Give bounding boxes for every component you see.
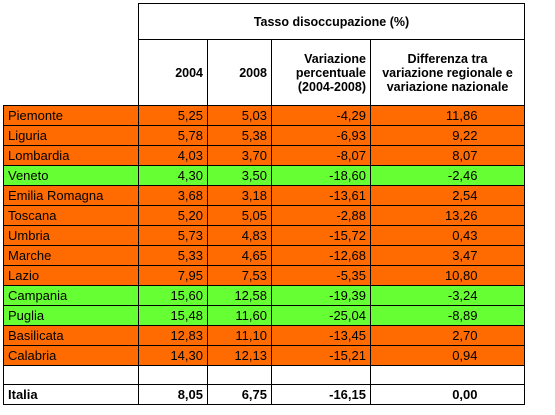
col-header-2004: 2004 [138, 39, 208, 106]
total-variation: -16,15 [271, 384, 371, 405]
table-row: Emilia Romagna 3,68 3,18 -13,61 2,54 [3, 185, 525, 206]
cell-2008: 4,83 [207, 225, 272, 246]
cell-2004: 3,68 [138, 185, 208, 206]
cell-2004: 5,25 [138, 105, 208, 126]
cell-2004: 14,30 [138, 345, 208, 366]
cell-2004: 5,78 [138, 125, 208, 146]
cell-region: Puglia [3, 305, 139, 326]
cell-region: Calabria [3, 345, 139, 366]
cell-region: Piemonte [3, 105, 139, 126]
cell-difference: 0,43 [370, 225, 525, 246]
cell-region: Liguria [3, 125, 139, 146]
table-row: Umbria 5,73 4,83 -15,72 0,43 [3, 225, 525, 246]
cell-difference: 11,86 [370, 105, 525, 126]
total-region: Italia [3, 384, 139, 405]
cell-variation: -15,72 [271, 225, 371, 246]
cell-variation: -8,07 [271, 145, 371, 166]
cell-difference: 10,80 [370, 265, 525, 286]
cell-variation: -4,29 [271, 105, 371, 126]
cell-variation: -12,68 [271, 245, 371, 266]
col-header-variation: Variazione percentuale (2004-2008) [271, 39, 371, 106]
total-2004: 8,05 [138, 384, 208, 405]
cell-2008: 3,70 [207, 145, 272, 166]
header-blank-cell [3, 3, 139, 106]
cell-2008: 11,60 [207, 305, 272, 326]
total-2008: 6,75 [207, 384, 272, 405]
cell-2008: 3,50 [207, 165, 272, 186]
header-row-group: Tasso disoccupazione (%) [3, 3, 525, 106]
cell-region: Toscana [3, 205, 139, 226]
cell-difference: 13,26 [370, 205, 525, 226]
cell-region: Emilia Romagna [3, 185, 139, 206]
cell-region: Umbria [3, 225, 139, 246]
cell-difference: 2,70 [370, 325, 525, 346]
cell-2008: 4,65 [207, 245, 272, 266]
cell-2008: 12,58 [207, 285, 272, 306]
cell-difference: -2,46 [370, 165, 525, 186]
cell-2004: 15,48 [138, 305, 208, 326]
total-difference: 0,00 [370, 384, 525, 405]
cell-region: Basilicata [3, 325, 139, 346]
table-row: Liguria 5,78 5,38 -6,93 9,22 [3, 125, 525, 146]
table-row: Lombardia 4,03 3,70 -8,07 8,07 [3, 145, 525, 166]
cell-difference: 8,07 [370, 145, 525, 166]
cell-region: Lazio [3, 265, 139, 286]
cell-difference: 0,94 [370, 345, 525, 366]
cell-2004: 15,60 [138, 285, 208, 306]
cell-2004: 5,20 [138, 205, 208, 226]
table-row: Puglia 15,48 11,60 -25,04 -8,89 [3, 305, 525, 326]
cell-variation: -25,04 [271, 305, 371, 326]
table-row: Marche 5,33 4,65 -12,68 3,47 [3, 245, 525, 266]
cell-2004: 12,83 [138, 325, 208, 346]
cell-2008: 12,13 [207, 345, 272, 366]
cell-2004: 5,73 [138, 225, 208, 246]
col-header-difference: Differenza tra variazione regionale e va… [370, 39, 525, 106]
cell-region: Campania [3, 285, 139, 306]
col-header-2008: 2008 [207, 39, 272, 106]
cell-difference: -3,24 [370, 285, 525, 306]
table-row: Basilicata 12,83 11,10 -13,45 2,70 [3, 325, 525, 346]
table-row: Veneto 4,30 3,50 -18,60 -2,46 [3, 165, 525, 186]
cell-difference: -8,89 [370, 305, 525, 326]
cell-variation: -13,61 [271, 185, 371, 206]
spacer-row [3, 365, 525, 385]
table-row: Lazio 7,95 7,53 -5,35 10,80 [3, 265, 525, 286]
cell-variation: -5,35 [271, 265, 371, 286]
cell-variation: -6,93 [271, 125, 371, 146]
cell-2004: 5,33 [138, 245, 208, 266]
cell-2008: 5,38 [207, 125, 272, 146]
cell-difference: 2,54 [370, 185, 525, 206]
table-row: Toscana 5,20 5,05 -2,88 13,26 [3, 205, 525, 226]
unemployment-table: Tasso disoccupazione (%) 2004 2008 Varia… [3, 3, 525, 405]
table-row: Campania 15,60 12,58 -19,39 -3,24 [3, 285, 525, 306]
cell-difference: 9,22 [370, 125, 525, 146]
cell-variation: -15,21 [271, 345, 371, 366]
total-row: Italia 8,05 6,75 -16,15 0,00 [3, 384, 525, 405]
cell-2004: 4,03 [138, 145, 208, 166]
cell-2004: 7,95 [138, 265, 208, 286]
cell-2008: 5,03 [207, 105, 272, 126]
cell-difference: 3,47 [370, 245, 525, 266]
table-row: Calabria 14,30 12,13 -15,21 0,94 [3, 345, 525, 366]
cell-variation: -19,39 [271, 285, 371, 306]
group-title: Tasso disoccupazione (%) [138, 3, 525, 40]
cell-2008: 3,18 [207, 185, 272, 206]
cell-2008: 11,10 [207, 325, 272, 346]
cell-variation: -13,45 [271, 325, 371, 346]
cell-region: Marche [3, 245, 139, 266]
cell-2008: 7,53 [207, 265, 272, 286]
header-row-columns: 2004 2008 Variazione percentuale (2004-2… [4, 39, 525, 106]
table-row: Piemonte 5,25 5,03 -4,29 11,86 [3, 105, 525, 126]
cell-variation: -18,60 [271, 165, 371, 186]
table-body: Piemonte 5,25 5,03 -4,29 11,86 Liguria 5,78 5,3… [3, 105, 525, 366]
cell-region: Lombardia [3, 145, 139, 166]
cell-2004: 4,30 [138, 165, 208, 186]
cell-2008: 5,05 [207, 205, 272, 226]
cell-region: Veneto [3, 165, 139, 186]
cell-variation: -2,88 [271, 205, 371, 226]
